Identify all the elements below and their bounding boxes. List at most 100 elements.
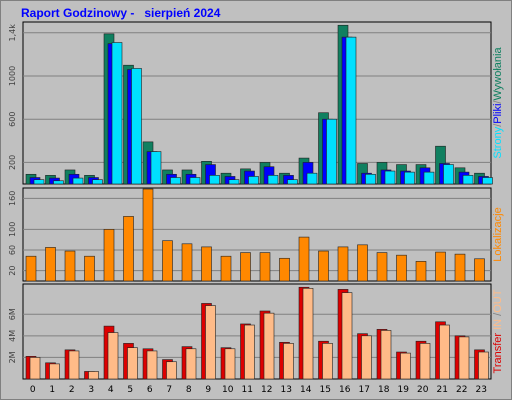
legend-part: / bbox=[492, 100, 504, 104]
bar-hits-strony bbox=[287, 179, 298, 185]
bar-transfer-in-out bbox=[166, 361, 177, 380]
x-tick-label: 5 bbox=[127, 385, 133, 395]
bar-hits-strony bbox=[209, 175, 220, 185]
x-tick-label: 4 bbox=[108, 385, 114, 395]
x-tick-label: 0 bbox=[30, 385, 36, 395]
bar-hits-strony bbox=[189, 177, 201, 185]
x-tick-label: 12 bbox=[261, 385, 272, 395]
x-tick-label: 10 bbox=[222, 385, 234, 395]
bar-locations-lokalizacje bbox=[415, 261, 427, 282]
x-tick-label: 13 bbox=[281, 385, 292, 395]
x-tick-label: 6 bbox=[147, 385, 153, 395]
y-tick-label: 100 bbox=[8, 222, 17, 237]
bar-locations-lokalizacje bbox=[240, 252, 251, 282]
bar-transfer-in-out bbox=[107, 332, 119, 380]
bar-locations-lokalizacje bbox=[45, 247, 56, 282]
x-tick-label: 3 bbox=[88, 385, 94, 395]
bar-hits-strony bbox=[365, 173, 376, 185]
x-tick-label: 19 bbox=[398, 385, 410, 395]
legend-part: Transfer bbox=[492, 333, 504, 374]
bar-transfer-in-out bbox=[224, 348, 236, 380]
y-tick-label: 4M bbox=[8, 330, 17, 342]
bar-locations-lokalizacje bbox=[454, 253, 466, 282]
bar-transfer-in-out bbox=[478, 351, 489, 380]
x-tick-label: 15 bbox=[320, 385, 331, 395]
bar-locations-lokalizacje bbox=[142, 188, 154, 282]
bar-transfer-in-out bbox=[49, 363, 60, 380]
bar-hits-strony bbox=[170, 177, 181, 185]
bar-transfer-in-out bbox=[322, 343, 333, 380]
x-tick-label: 16 bbox=[339, 385, 351, 395]
bar-hits-strony bbox=[33, 179, 45, 185]
bar-locations-lokalizacje bbox=[376, 252, 388, 282]
plot-area-transfer bbox=[22, 283, 492, 380]
bar-transfer-in-out bbox=[419, 343, 431, 380]
x-tick-label: 20 bbox=[417, 385, 429, 395]
y-tick-label: 200 bbox=[8, 155, 17, 170]
bar-transfer-in-out bbox=[205, 305, 216, 380]
bar-transfer-in-out bbox=[185, 348, 197, 380]
x-tick-label: 8 bbox=[186, 385, 192, 395]
legend-part: / bbox=[492, 123, 504, 127]
bar-locations-lokalizacje bbox=[318, 250, 329, 282]
series-legend-transfer: Transfer IN /OUT bbox=[492, 289, 504, 373]
bar-locations-lokalizacje bbox=[220, 255, 232, 282]
legend-part: Lokalizacje bbox=[492, 207, 504, 261]
y-tick-label: 60 bbox=[8, 245, 17, 255]
bar-transfer-in-out bbox=[302, 288, 314, 380]
bar-hits-strony bbox=[384, 170, 396, 185]
legend-part: Wywołania bbox=[492, 47, 504, 101]
bar-transfer-in-out bbox=[244, 324, 255, 380]
bar-transfer-in-out bbox=[146, 350, 158, 380]
y-tick-label: 160 bbox=[8, 191, 17, 206]
legend-part: Strony bbox=[492, 126, 504, 158]
bar-transfer-in-out bbox=[400, 352, 411, 380]
y-tick-label: 1,4k bbox=[8, 24, 17, 42]
bar-locations-lokalizacje bbox=[259, 252, 271, 282]
x-tick-label: 21 bbox=[437, 385, 448, 395]
bar-locations-lokalizacje bbox=[396, 254, 407, 282]
bar-locations-lokalizacje bbox=[474, 258, 485, 282]
bar-transfer-in-out bbox=[439, 324, 450, 380]
bar-hits-strony bbox=[462, 175, 474, 185]
bar-locations-lokalizacje bbox=[279, 257, 290, 282]
x-tick-label: 2 bbox=[69, 385, 75, 395]
bar-locations-lokalizacje bbox=[201, 246, 212, 282]
legend-part: IN bbox=[492, 316, 504, 333]
legend-part: OUT bbox=[492, 289, 504, 313]
bar-transfer-in-out bbox=[341, 292, 353, 380]
bar-locations-lokalizacje bbox=[103, 229, 115, 282]
bar-hits-strony bbox=[150, 151, 162, 185]
bar-hits-strony bbox=[482, 177, 493, 185]
bar-locations-lokalizacje bbox=[357, 244, 368, 282]
legend-part: Pliki bbox=[492, 104, 504, 124]
y-tick-label: 600 bbox=[8, 112, 17, 127]
bar-hits-strony bbox=[443, 164, 454, 185]
x-tick-label: 11 bbox=[242, 385, 253, 395]
bar-locations-lokalizacje bbox=[435, 251, 446, 282]
y-tick-label: 1000 bbox=[8, 66, 17, 86]
bar-locations-lokalizacje bbox=[162, 240, 173, 282]
bar-transfer-in-out bbox=[458, 336, 470, 380]
bar-locations-lokalizacje bbox=[337, 246, 349, 282]
legend-part: / bbox=[492, 312, 504, 316]
bar-hits-strony bbox=[72, 177, 84, 185]
bar-hits-strony bbox=[111, 42, 123, 185]
x-tick-label: 14 bbox=[300, 385, 312, 395]
bar-hits-strony bbox=[345, 36, 357, 185]
bar-transfer-in-out bbox=[88, 371, 99, 380]
bar-locations-lokalizacje bbox=[181, 243, 193, 282]
bar-hits-strony bbox=[326, 118, 337, 185]
bar-hits-strony bbox=[131, 68, 142, 185]
bar-locations-lokalizacje bbox=[84, 255, 95, 282]
bar-hits-strony bbox=[423, 171, 435, 185]
series-legend-locations: Lokalizacje bbox=[492, 207, 504, 261]
x-tick-label: 9 bbox=[205, 385, 211, 395]
bar-hits-strony bbox=[92, 179, 103, 185]
x-tick-label: 17 bbox=[359, 385, 370, 395]
bar-locations-lokalizacje bbox=[123, 216, 134, 282]
bar-hits-strony bbox=[267, 175, 279, 185]
bar-hits-strony bbox=[306, 172, 318, 185]
